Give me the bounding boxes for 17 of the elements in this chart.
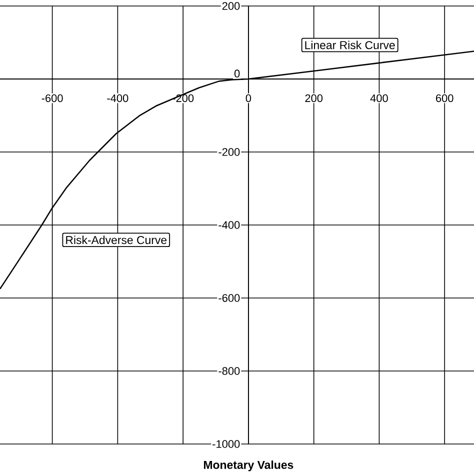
annotation: Risk-Adverse Curve [66,236,167,244]
x-tick-label: 400 [370,94,388,102]
x-tick-label: -600 [42,94,63,102]
y-tick-label: -600 [218,294,240,302]
y-tick-label: 200 [222,2,240,10]
x-tick-label: -200 [172,94,194,102]
x-tick-label: -400 [107,94,128,102]
x-tick-label: 600 [436,94,454,102]
x-tick-label: 200 [305,94,323,102]
y-tick-label: -1000 [212,440,240,448]
x-axis-title: Monetary Values [204,460,294,472]
y-tick-label: -800 [218,367,240,375]
x-tick-label: 0 [246,94,252,102]
y-tick-label: 0 [234,70,240,78]
annotation: Linear Risk Curve [305,40,395,50]
y-tick-label: -400 [218,221,240,229]
y-tick-label: -200 [218,148,240,156]
